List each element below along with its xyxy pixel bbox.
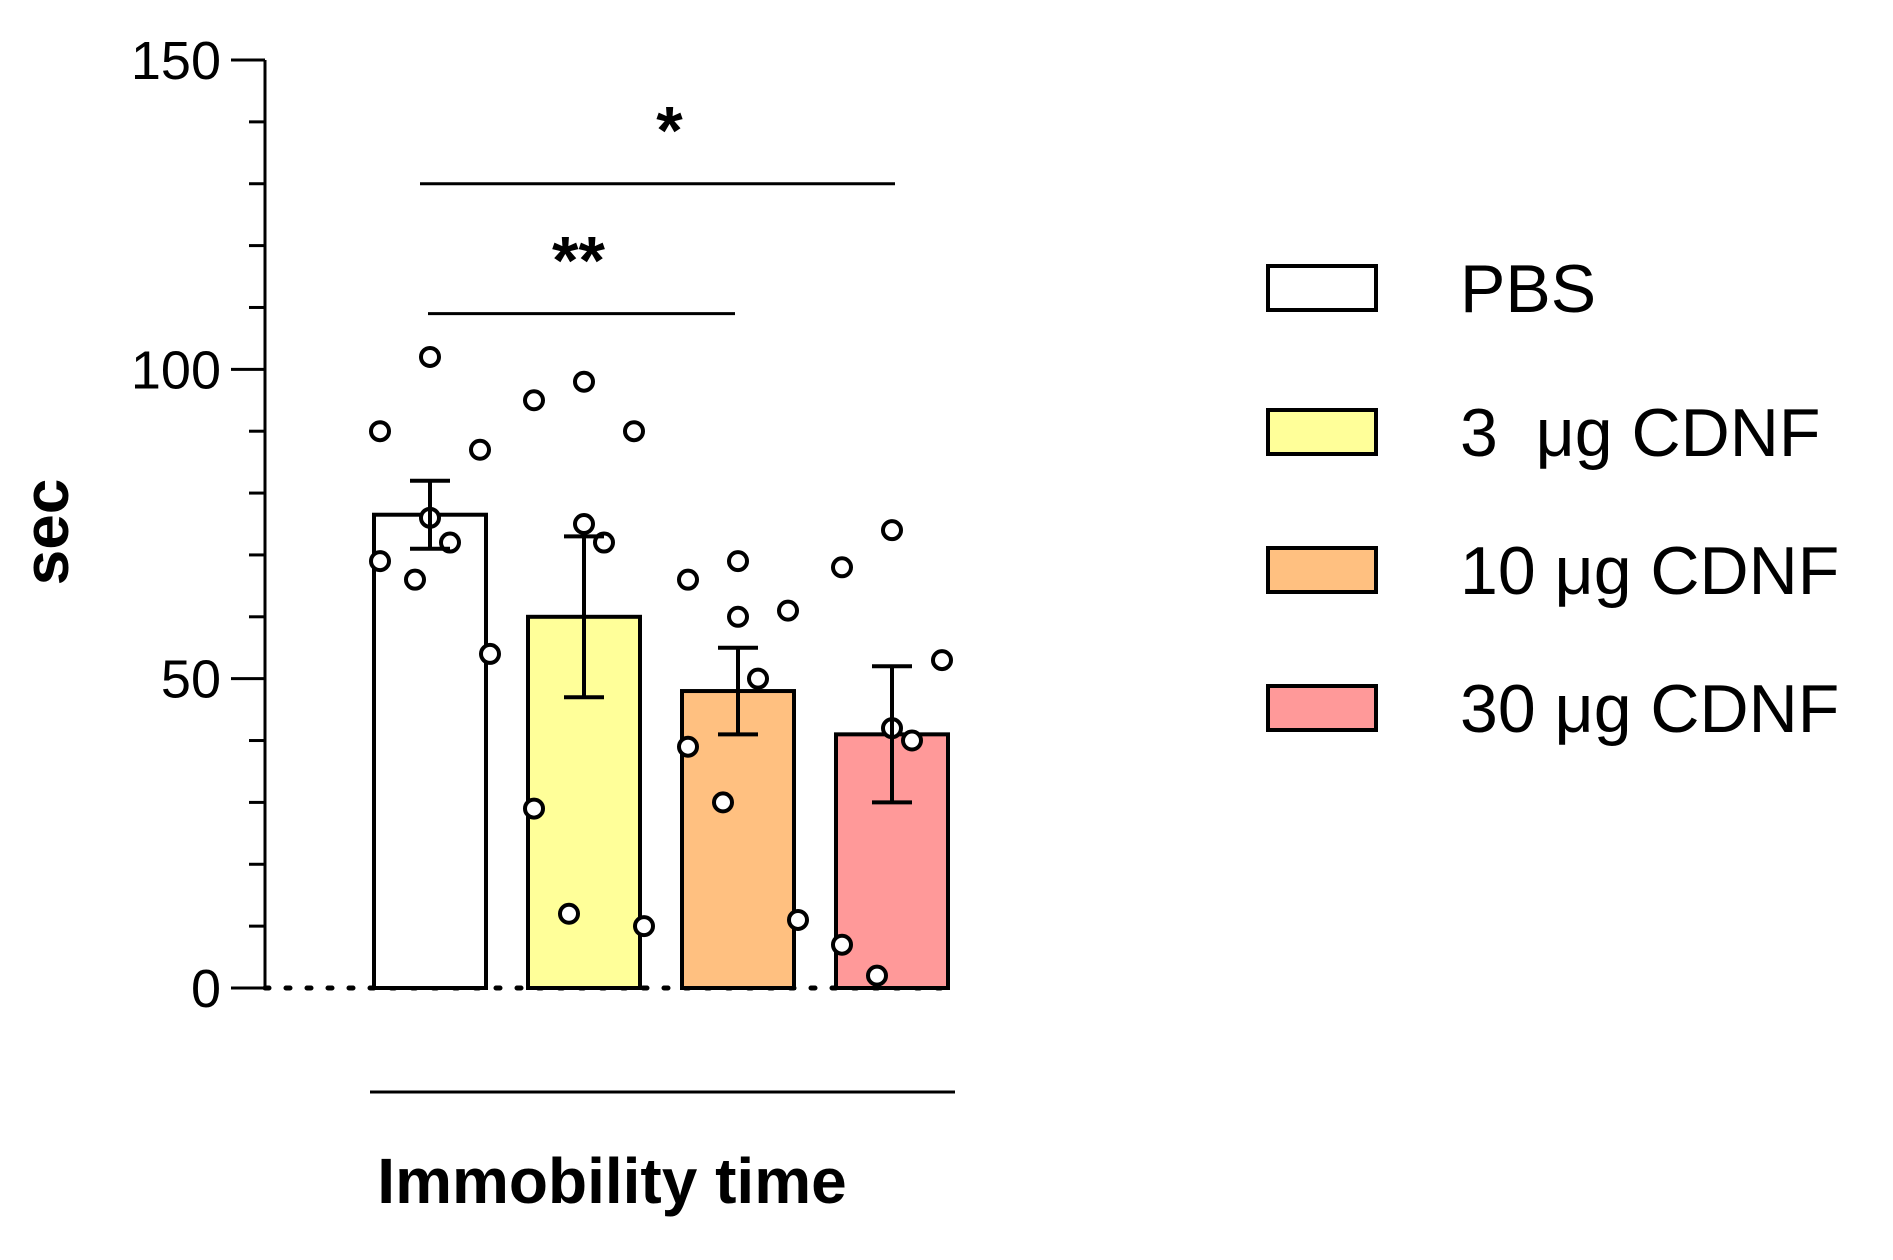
data-point — [419, 345, 441, 368]
legend-swatch-4 — [1266, 684, 1378, 732]
data-point — [469, 438, 491, 461]
y-tick-label: 50 — [161, 650, 221, 710]
data-point — [866, 964, 888, 987]
data-point — [558, 902, 580, 925]
data-point — [479, 642, 501, 665]
significance-label: * — [656, 93, 683, 169]
x-axis-title: Immobility time — [377, 1145, 846, 1217]
y-tick-label: 150 — [131, 31, 221, 91]
significance-label: ** — [552, 223, 605, 299]
data-point — [787, 908, 809, 931]
legend-label-3: 10 μg CDNF — [1460, 533, 1839, 609]
legend-swatch-3 — [1266, 546, 1378, 594]
data-point — [831, 556, 853, 579]
data-point — [881, 519, 903, 542]
data-point — [623, 420, 645, 443]
data-point — [677, 568, 699, 591]
data-point — [901, 729, 923, 752]
data-point — [727, 605, 749, 628]
legend-label-2: 3 μg CDNF — [1460, 395, 1820, 471]
data-point — [831, 933, 853, 956]
data-point — [777, 599, 799, 622]
data-point — [633, 915, 655, 938]
data-point — [369, 550, 391, 573]
data-point — [573, 370, 595, 393]
legend-swatch-1 — [1266, 264, 1378, 312]
data-point — [747, 667, 769, 690]
legend-swatch-2 — [1266, 408, 1378, 456]
bar-1 — [372, 512, 488, 990]
data-point — [369, 420, 391, 443]
y-tick-label: 0 — [191, 959, 221, 1019]
data-point — [404, 568, 426, 591]
data-point — [523, 797, 545, 820]
data-point — [573, 513, 595, 535]
data-point — [523, 389, 545, 412]
data-point — [727, 550, 749, 573]
legend-label-4: 30 μg CDNF — [1460, 671, 1839, 747]
data-point — [677, 735, 699, 758]
legend-label-1: PBS — [1460, 251, 1596, 327]
data-point — [712, 791, 734, 814]
y-tick-label: 100 — [131, 340, 221, 400]
y-axis-title: sec — [10, 479, 82, 586]
data-point — [931, 649, 953, 672]
